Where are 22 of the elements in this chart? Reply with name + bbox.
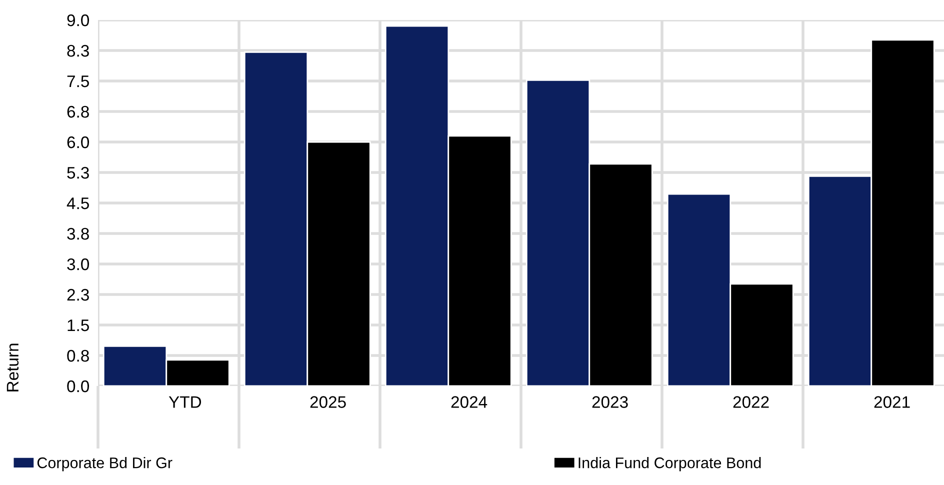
y-tick-label: 3.8 <box>67 228 89 240</box>
y-tick-label: 9.0 <box>67 14 90 26</box>
y-tick-label: 5.3 <box>67 166 89 179</box>
y-tick-label: 7.5 <box>67 76 89 88</box>
x-tick-label: 2023 <box>592 396 628 408</box>
x-tick-label: 2024 <box>451 396 488 408</box>
y-tick-label: 4.5 <box>66 198 89 210</box>
y-tick-label: 6.8 <box>67 106 89 118</box>
y-tick-label: 1.5 <box>68 320 89 332</box>
y-axis-title: Return <box>6 344 19 392</box>
x-tick-label: 2025 <box>310 396 346 408</box>
y-tick-label: 0.0 <box>67 380 90 392</box>
y-tick-label: 6.0 <box>67 136 90 148</box>
legend-label: India Fund Corporate Bond <box>578 457 761 472</box>
y-tick-label: 8.3 <box>67 44 89 57</box>
y-tick-label: 2.3 <box>67 288 89 301</box>
y-tick-label: 3.0 <box>67 258 90 270</box>
x-tick-label: 2021 <box>874 396 910 408</box>
y-tick-label: 0.8 <box>67 350 89 362</box>
x-tick-label: YTD <box>168 396 202 408</box>
legend-label: Corporate Bd Dir Gr <box>37 457 172 472</box>
x-tick-label: 2022 <box>733 396 769 408</box>
